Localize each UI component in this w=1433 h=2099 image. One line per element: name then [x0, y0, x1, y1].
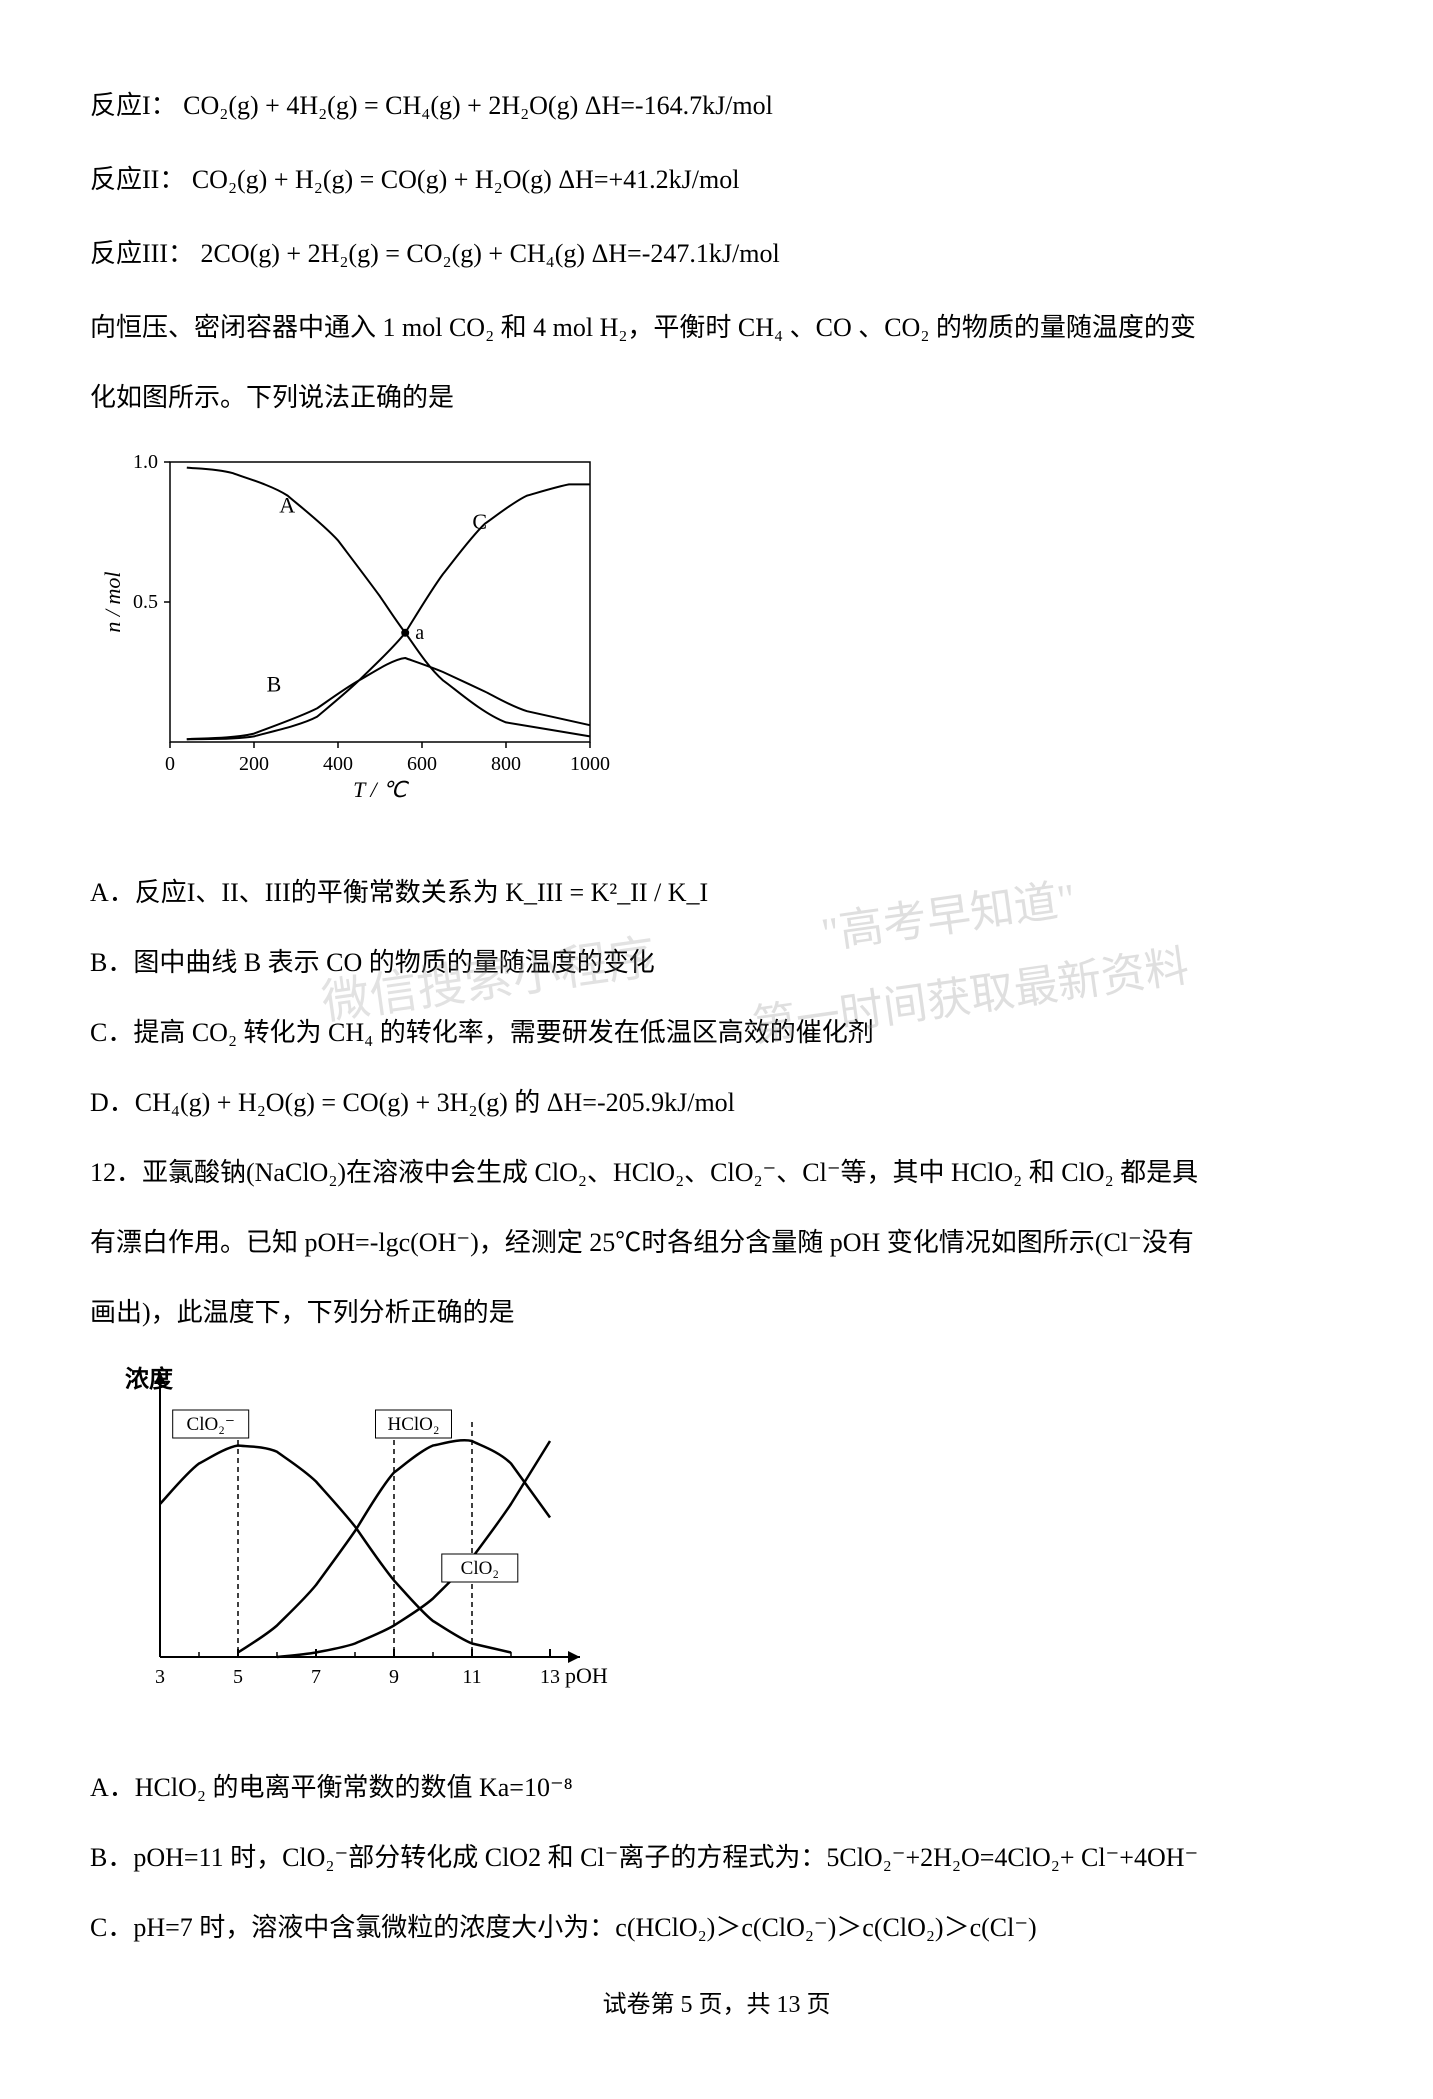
chart-2: 3 5 7 9 11 13 浓度 pOH ClO₂⁻ HClO₂ ClO₂ [90, 1357, 650, 1737]
chart-1-container: 0 200 400 600 800 1000 0.5 1.0 n / mol T / ℃ A B Ca [90, 442, 1343, 842]
svg-text:n / mol: n / mol [100, 571, 125, 632]
q11-option-a-text: A．反应I、II、III的平衡常数关系为 K_III = K²_II / K_I [90, 878, 708, 907]
q12-option-b: B．pOH=11 时，ClO₂⁻部分转化成 ClO2 和 Cl⁻离子的方程式为：… [90, 1832, 1343, 1884]
q12-line-1: 12．亚氯酸钠(NaClO₂)在溶液中会生成 ClO₂、HClO₂、ClO₂⁻、… [90, 1147, 1343, 1199]
svg-text:1.0: 1.0 [133, 451, 158, 473]
svg-text:5: 5 [233, 1666, 243, 1688]
q12-option-a: A．HClO₂ 的电离平衡常数的数值 Ka=10⁻⁸ [90, 1762, 1343, 1814]
svg-text:1000: 1000 [570, 753, 610, 775]
reaction-3: 反应III： 2CO(g) + 2H₂(g) = CO₂(g) + CH₄(g)… [90, 228, 1343, 280]
chart-1: 0 200 400 600 800 1000 0.5 1.0 n / mol T / ℃ A B Ca [90, 442, 650, 842]
q12-line-2: 有漂白作用。已知 pOH=-lgc(OH⁻)，经测定 25℃时各组分含量随 pO… [90, 1217, 1343, 1269]
intro-line-2: 化如图所示。下列说法正确的是 [90, 372, 1343, 424]
svg-text:B: B [267, 672, 282, 697]
q11-option-c-text: C．提高 CO₂ 转化为 CH₄ 的转化率，需要研发在低温区高效的催化剂 [90, 1018, 874, 1047]
reaction-2-eq: CO₂(g) + H₂(g) = CO(g) + H₂O(g) ΔH=+41.2… [192, 165, 740, 194]
svg-text:400: 400 [323, 753, 353, 775]
reaction-1-eq: CO₂(g) + 4H₂(g) = CH₄(g) + 2H₂O(g) ΔH=-1… [183, 91, 773, 120]
svg-text:600: 600 [407, 753, 437, 775]
q12-line-3: 画出)，此温度下，下列分析正确的是 [90, 1287, 1343, 1339]
svg-text:800: 800 [491, 753, 521, 775]
svg-text:a: a [415, 622, 424, 644]
svg-text:3: 3 [155, 1666, 165, 1688]
reaction-1: 反应I： CO₂(g) + 4H₂(g) = CH₄(g) + 2H₂O(g) … [90, 80, 1343, 132]
svg-text:浓度: 浓度 [125, 1365, 174, 1393]
svg-text:C: C [472, 509, 487, 534]
svg-text:9: 9 [389, 1666, 399, 1688]
svg-text:200: 200 [239, 753, 269, 775]
chart-2-container: 3 5 7 9 11 13 浓度 pOH ClO₂⁻ HClO₂ ClO₂ [90, 1357, 1343, 1737]
q11-option-c: C．提高 CO₂ 转化为 CH₄ 的转化率，需要研发在低温区高效的催化剂 [90, 1007, 1343, 1059]
q11-option-a: A．反应I、II、III的平衡常数关系为 K_III = K²_II / K_I [90, 867, 1343, 919]
reaction-2: 反应II： CO₂(g) + H₂(g) = CO(g) + H₂O(g) ΔH… [90, 154, 1343, 206]
svg-text:11: 11 [462, 1666, 481, 1688]
intro-line-1: 向恒压、密闭容器中通入 1 mol CO₂ 和 4 mol H₂，平衡时 CH₄… [90, 302, 1343, 354]
q12-option-c-text: C．pH=7 时，溶液中含氯微粒的浓度大小为：c(HClO₂)＞c(ClO₂⁻)… [90, 1913, 1037, 1942]
svg-text:13: 13 [540, 1666, 560, 1688]
q12-option-b-text: B．pOH=11 时，ClO₂⁻部分转化成 ClO2 和 Cl⁻离子的方程式为：… [90, 1843, 1198, 1872]
svg-text:T / ℃: T / ℃ [353, 777, 409, 802]
q11-option-d-text: D．CH₄(g) + H₂O(g) = CO(g) + 3H₂(g) 的 ΔH=… [90, 1088, 735, 1117]
svg-text:ClO₂⁻: ClO₂⁻ [187, 1414, 235, 1435]
page-footer: 试卷第 5 页，共 13 页 [90, 1984, 1343, 2019]
reaction-2-label: 反应II： [90, 165, 185, 194]
q12-option-a-text: A．HClO₂ 的电离平衡常数的数值 Ka=10⁻⁸ [90, 1773, 573, 1802]
svg-text:7: 7 [311, 1666, 321, 1688]
reaction-3-eq: 2CO(g) + 2H₂(g) = CO₂(g) + CH₄(g) ΔH=-24… [200, 239, 779, 268]
q12-option-c: C．pH=7 时，溶液中含氯微粒的浓度大小为：c(HClO₂)＞c(ClO₂⁻)… [90, 1902, 1343, 1954]
reaction-1-label: 反应I： [90, 91, 177, 120]
q11-option-d: D．CH₄(g) + H₂O(g) = CO(g) + 3H₂(g) 的 ΔH=… [90, 1077, 1343, 1129]
svg-text:ClO₂: ClO₂ [461, 1558, 499, 1579]
svg-text:0: 0 [165, 753, 175, 775]
svg-text:A: A [279, 492, 295, 517]
svg-text:pOH: pOH [565, 1663, 608, 1688]
q11-option-b: B．图中曲线 B 表示 CO 的物质的量随温度的变化 [90, 937, 1343, 989]
svg-text:0.5: 0.5 [133, 591, 158, 613]
reaction-3-label: 反应III： [90, 239, 194, 268]
svg-text:HClO₂: HClO₂ [387, 1414, 439, 1435]
q11-option-b-text: B．图中曲线 B 表示 CO 的物质的量随温度的变化 [90, 948, 655, 977]
